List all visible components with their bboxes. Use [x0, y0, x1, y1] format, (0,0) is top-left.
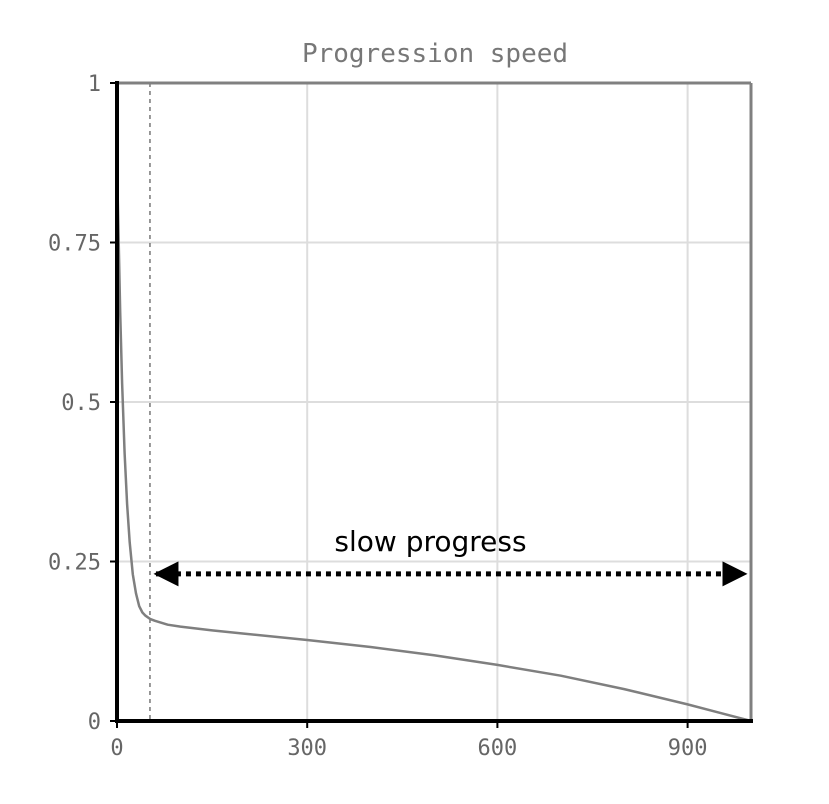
series-line	[115, 165, 752, 723]
y-tick-label: 1	[88, 72, 101, 97]
x-tick-label: 600	[478, 736, 518, 761]
gridlines	[117, 83, 751, 721]
series-layer	[115, 165, 752, 723]
x-tick-label: 0	[110, 736, 123, 761]
y-tick-label: 0.5	[61, 391, 101, 416]
y-tick-label: 0.25	[48, 551, 101, 576]
slow-progress-annotation: slow progress	[334, 525, 526, 558]
x-axis-ticks: 0 300 600 900	[110, 721, 707, 761]
x-tick-label: 300	[287, 736, 327, 761]
y-axis-ticks: 0 0.25 0.5 0.75 1	[48, 72, 117, 735]
chart-title: Progression speed	[302, 39, 568, 69]
y-tick-label: 0.75	[48, 232, 101, 257]
y-tick-label: 0	[88, 710, 101, 735]
x-tick-label: 900	[668, 736, 708, 761]
